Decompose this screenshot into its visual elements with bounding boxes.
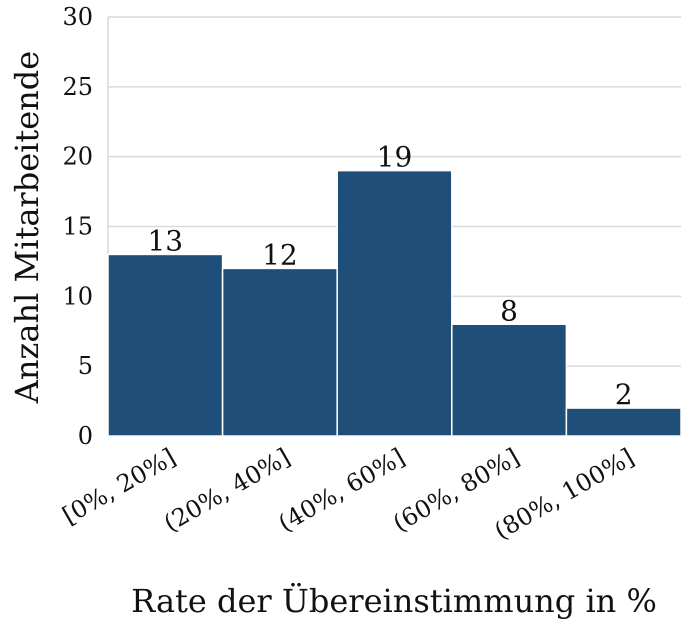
bar-value-label: 12 xyxy=(262,238,298,271)
bar xyxy=(565,407,682,437)
data-labels: 13 12 19 8 2 xyxy=(147,141,632,411)
bar xyxy=(107,253,224,437)
bar-value-label: 19 xyxy=(377,141,413,174)
bar-value-label: 2 xyxy=(615,378,633,411)
bar xyxy=(451,323,568,437)
bar-value-label: 8 xyxy=(500,294,518,327)
y-tick-labels: 0 5 10 15 20 25 30 xyxy=(62,3,93,450)
y-tick-label: 20 xyxy=(62,143,93,171)
y-tick-label: 30 xyxy=(62,3,93,31)
bar xyxy=(336,169,453,437)
bar-value-label: 13 xyxy=(147,224,183,257)
x-tick-label: (40%, 60%] xyxy=(274,443,410,538)
y-tick-label: 10 xyxy=(62,282,93,310)
x-axis-title: Rate der Übereinstimmung in % xyxy=(131,582,657,620)
y-tick-label: 5 xyxy=(78,352,93,380)
bars xyxy=(107,169,682,437)
y-tick-label: 25 xyxy=(62,73,93,101)
y-axis-title: Anzahl Mitarbeitende xyxy=(8,51,46,404)
x-tick-label: (20%, 40%] xyxy=(159,443,295,538)
y-tick-label: 0 xyxy=(78,422,93,450)
bar xyxy=(221,267,338,437)
y-tick-label: 15 xyxy=(62,213,93,241)
x-tick-labels: [0%, 20%](20%, 40%](40%, 60%](60%, 80%](… xyxy=(58,443,639,545)
